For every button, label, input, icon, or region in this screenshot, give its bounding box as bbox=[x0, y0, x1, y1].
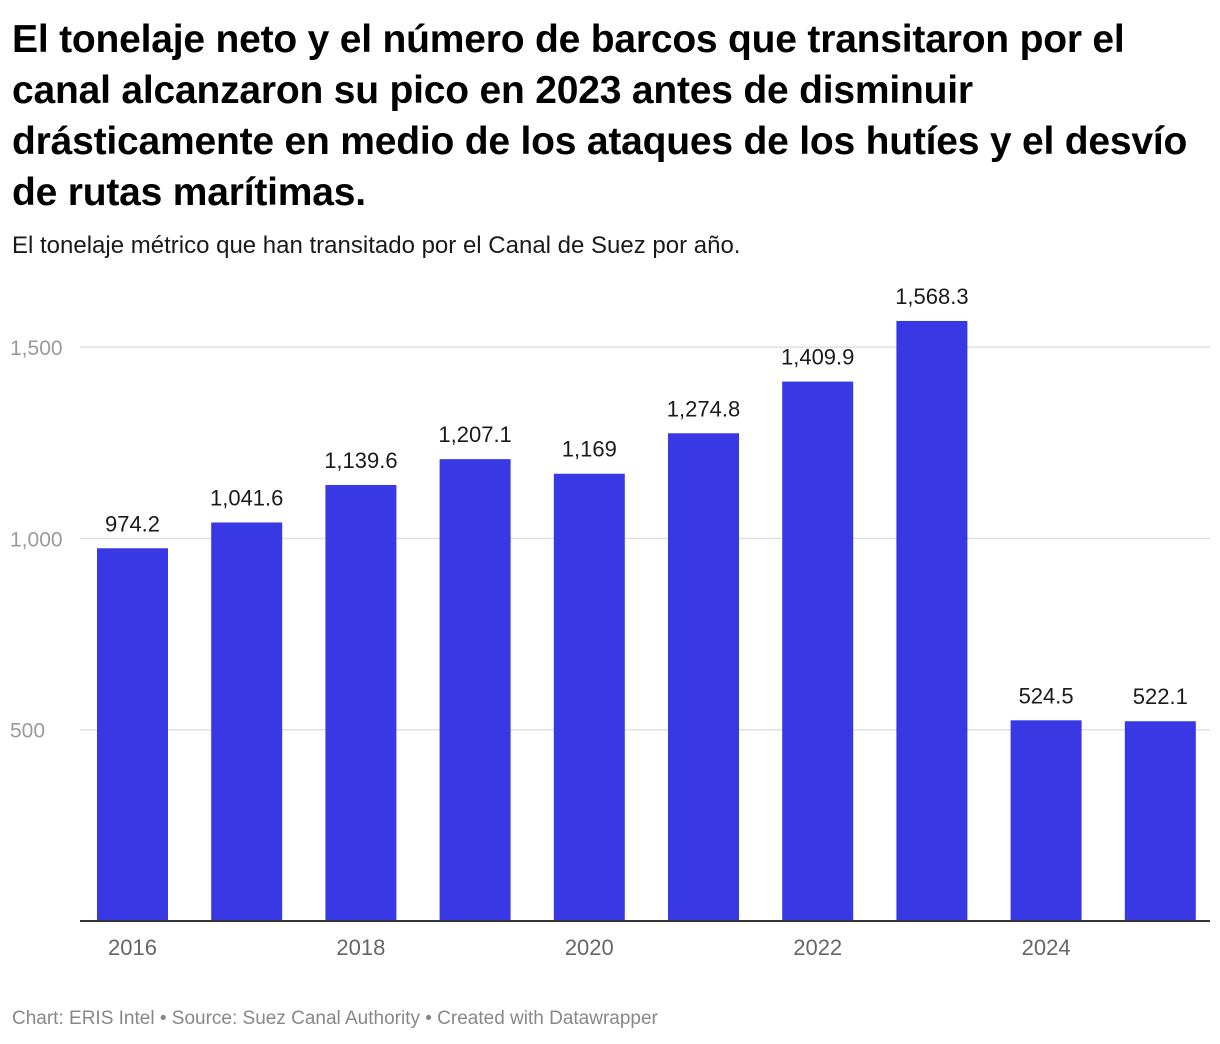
x-tick-label-2020: 2020 bbox=[565, 935, 614, 960]
value-label-2017: 1,041.6 bbox=[210, 485, 283, 510]
bar-2021 bbox=[668, 433, 739, 921]
gridlines: 500 1,000 1,500 bbox=[10, 337, 1210, 743]
bar-2024 bbox=[1010, 720, 1082, 921]
y-tick-label: 500 bbox=[10, 720, 45, 743]
bar-chart: 500 1,000 1,500 974.2 1,041.6 1,139.6 1,207.1… bbox=[10, 284, 1210, 960]
x-tick-label-2022: 2022 bbox=[793, 935, 842, 960]
bar-2025 bbox=[1124, 721, 1196, 921]
value-label-2023: 1,568.3 bbox=[895, 284, 968, 309]
x-tick-label-2016: 2016 bbox=[108, 935, 157, 960]
bar-2020 bbox=[553, 473, 625, 921]
value-label-2019: 1,207.1 bbox=[438, 422, 511, 447]
value-label-2021: 1,274.8 bbox=[667, 396, 740, 421]
chart-footer: Chart: ERIS Intel • Source: Suez Canal A… bbox=[12, 1008, 658, 1029]
value-label-2016: 974.2 bbox=[105, 511, 160, 536]
y-tick-label: 1,000 bbox=[10, 528, 63, 551]
value-label-2024: 524.5 bbox=[1019, 683, 1074, 708]
bar-2019 bbox=[439, 459, 511, 921]
y-tick-label: 1,500 bbox=[10, 337, 63, 360]
bar-2018 bbox=[325, 484, 397, 921]
value-labels: 974.2 1,041.6 1,139.6 1,207.1 1,169 1,274.8 1,… bbox=[105, 284, 1188, 709]
x-axis-ticks: 2016 2018 2020 2022 2024 bbox=[108, 935, 1071, 960]
bar-2017 bbox=[211, 522, 283, 921]
bar-2022 bbox=[782, 381, 854, 921]
bar-2023 bbox=[896, 320, 968, 922]
value-label-2022: 1,409.9 bbox=[781, 345, 854, 370]
value-label-2020: 1,169 bbox=[562, 437, 617, 462]
bars bbox=[97, 320, 1196, 922]
chart-subtitle: El tonelaje métrico que han transitado p… bbox=[12, 232, 741, 259]
chart-title: El tonelaje neto y el número de barcos q… bbox=[12, 18, 1188, 214]
x-tick-label-2024: 2024 bbox=[1022, 935, 1071, 960]
value-label-2018: 1,139.6 bbox=[324, 448, 397, 473]
bar-2016 bbox=[97, 548, 168, 921]
value-label-2025: 522.1 bbox=[1133, 684, 1188, 709]
x-tick-label-2018: 2018 bbox=[336, 935, 385, 960]
